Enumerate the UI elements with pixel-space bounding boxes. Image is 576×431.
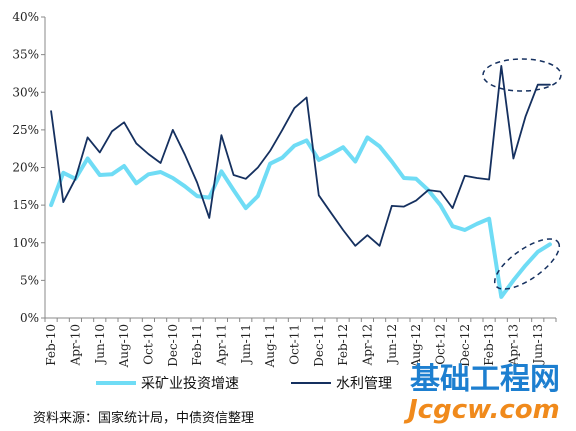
x-tick-label: Aug-12 [409,324,423,368]
x-tick-label: Dec-10 [166,324,180,367]
x-tick-label: Oct-12 [433,324,447,365]
x-tick-label: Jun-12 [385,324,399,366]
legend-label-mining: 采矿业投资增速 [141,376,239,392]
y-tick-label: 30% [12,85,39,99]
annotation-ellipse-water [482,58,562,92]
y-tick-label: 25% [12,123,39,137]
y-tick-label: 40% [12,10,39,24]
y-tick-label: 35% [12,48,39,62]
y-tick-label: 5% [20,273,39,287]
y-tick-label: 10% [12,236,39,250]
watermark-top: 基础工程网 [410,362,560,397]
x-tick-label: Apr-11 [214,324,228,366]
watermark-bottom: Jcgcw.com [403,395,560,425]
watermark-logo: 基础工程网 Jcgcw.com [403,362,560,425]
legend: 采矿业投资增速 水利管理 [96,376,392,392]
x-tick-label: Feb-13 [482,324,496,366]
series-lines [49,65,552,299]
y-tick-label: 0% [20,311,39,325]
source-note: 资料来源：国家统计局，中债资信整理 [33,410,254,426]
x-tick-label: Feb-10 [44,324,58,366]
x-tick-labels: Feb-10 Apr-10 Jun-10 Aug-10 Oct-10 Dec-10 Feb-… [44,318,557,368]
annotation-ellipse-mining [493,238,561,290]
x-tick-label: Oct-11 [287,324,301,365]
x-tick-label: Jun-10 [93,324,107,366]
x-tick-label: Dec-11 [312,324,326,367]
y-tick-label: 20% [12,161,39,175]
legend-label-water: 水利管理 [336,376,392,392]
x-tick-label: Feb-12 [336,324,350,366]
x-tick-label: Aug-10 [117,324,131,368]
x-tick-label: Jun-13 [531,324,545,366]
series-line-0 [49,135,552,299]
annotations [482,58,562,290]
x-tick-label: Feb-11 [190,324,204,366]
series-line-1 [50,65,551,247]
y-tick-labels: 0% 5% 10% 15% 20% 25% 30% 35% 40% [12,10,45,325]
x-tick-label: Apr-13 [506,324,520,366]
y-tick-label: 15% [12,198,39,212]
x-tick-label: Apr-12 [360,324,374,366]
x-tick-label: Aug-11 [263,324,277,368]
x-tick-label: Oct-10 [141,324,155,365]
x-tick-label: Apr-10 [68,324,82,366]
x-tick-label: Dec-12 [458,324,472,367]
x-tick-label: Jun-11 [239,324,253,366]
